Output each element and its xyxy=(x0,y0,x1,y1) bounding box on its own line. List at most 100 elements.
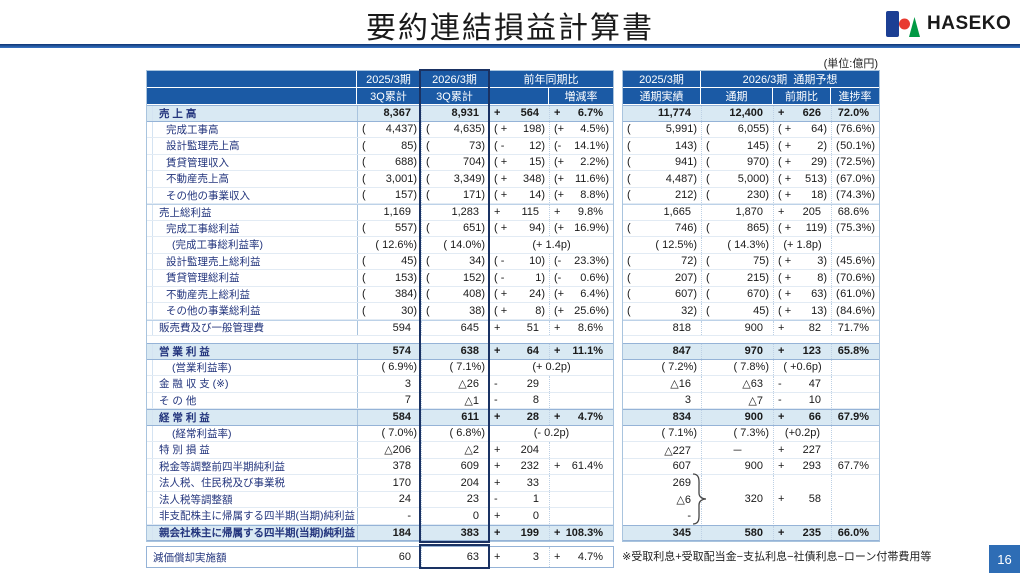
table-cell xyxy=(549,491,613,507)
table-cell: 67.9% xyxy=(831,410,879,425)
table-cell: +4.7% xyxy=(549,410,613,425)
unit-label: (単位:億円) xyxy=(823,58,878,70)
table-cell xyxy=(831,475,879,491)
row-label: 不動産売上総利益 xyxy=(166,288,250,301)
table-cell: △26 xyxy=(421,376,489,392)
table-cell: 63 xyxy=(421,547,489,567)
row-accent-strip xyxy=(147,392,153,408)
table-row: 賃貸管理総利益 (153)(152)( -1) (- 0.6%) xyxy=(147,270,613,287)
table-row: 818 900 +82 71.7% xyxy=(623,319,879,336)
table-row: 607 900 +293 67.7% xyxy=(623,458,879,475)
table-cell xyxy=(549,508,613,524)
row-label: 売上総利益 xyxy=(159,206,212,219)
depreciation-table: 減価償却実施額 60 63 +3 +4.7% xyxy=(146,546,614,568)
table-header-row: 通期実績 通期 前期比 進捗率 xyxy=(623,88,879,105)
table-row: (4,487) (5,000)( +513)(67.0%) xyxy=(623,171,879,188)
table-row: 不動産売上総利益 (384)(408)( +24) (+ 6.4%) xyxy=(147,286,613,303)
table-row: その他の事業収入 (157)(171)( +14) (+ 8.8%) xyxy=(147,187,613,204)
table-cell: 834 xyxy=(672,411,691,424)
table-cell: 1,169 xyxy=(357,205,421,220)
table-cell: +4.7% xyxy=(549,547,613,567)
table-cell: ( 7.0%) xyxy=(357,425,421,441)
table-cell: +9.8% xyxy=(549,205,613,220)
row-label: (営業利益率) xyxy=(172,361,232,374)
table-cell xyxy=(831,376,879,392)
row-accent-strip xyxy=(147,237,153,253)
table-cell: (+ 1.8p) xyxy=(773,237,831,253)
table-cell: +293 xyxy=(773,458,831,474)
table-cell xyxy=(831,508,879,524)
table-cell: △227 xyxy=(664,444,691,457)
row-accent-strip xyxy=(147,525,153,540)
fullyear-table-body: 11,774 12,400 +626 72.0% (5,991) (6,055)( +64… xyxy=(623,105,879,541)
table-cell: (557) xyxy=(357,220,421,236)
row-label: その他の事業収入 xyxy=(166,189,250,202)
table-cell: (+0.2p) xyxy=(773,425,831,441)
table-cell: (75) xyxy=(701,253,773,269)
table-cell: △206 xyxy=(357,442,421,458)
table-cell: (+ 25.6%) xyxy=(549,303,613,319)
row-accent-strip xyxy=(147,303,153,319)
table-cell: (67.0%) xyxy=(831,171,879,187)
table-cell: (4,487) xyxy=(627,172,697,185)
table-cell: ( -1) xyxy=(489,270,549,286)
table-cell xyxy=(831,392,879,408)
table-cell: (38) xyxy=(421,303,489,319)
table-cell: 8,367 xyxy=(357,106,421,121)
table-cell: (143) xyxy=(627,139,697,152)
row-label: 税金等調整前四半期純利益 xyxy=(159,460,285,473)
table-cell: (384) xyxy=(357,286,421,302)
table-cell: (85) xyxy=(357,138,421,154)
table-cell: ( +64) xyxy=(773,121,831,137)
table-cell: △7 xyxy=(701,392,773,408)
table-cell: +11.1% xyxy=(549,344,613,359)
page-title: 要約連結損益計算書 xyxy=(366,12,654,45)
table-cell: 0 xyxy=(421,508,489,524)
row-accent-strip xyxy=(147,458,153,474)
table-cell: ( 14.0%) xyxy=(421,237,489,253)
table-cell: ( 12.6%) xyxy=(357,237,421,253)
table-cell: 1,283 xyxy=(421,205,489,220)
row-label: 特 別 損 益 xyxy=(159,444,210,457)
table-cell: ( +348) xyxy=(489,171,549,187)
table-cell: +0 xyxy=(489,508,549,524)
table-cell xyxy=(701,475,773,491)
table-cell: 609 xyxy=(421,458,489,474)
row-accent-strip xyxy=(147,475,153,491)
table-cell: 60 xyxy=(357,547,421,567)
table-cell: 269 xyxy=(672,476,691,489)
table-cell: ( +8) xyxy=(773,270,831,286)
table-cell: -47 xyxy=(773,376,831,392)
table-cell: 611 xyxy=(421,410,489,425)
table-cell: (+ 2.2%) xyxy=(549,154,613,170)
company-logo: HASEKO xyxy=(886,9,1011,39)
row-label: 減価償却実施額 xyxy=(153,551,227,564)
header-blank xyxy=(147,88,357,105)
table-cell: - xyxy=(687,509,691,522)
header-blank xyxy=(147,71,357,88)
table-cell: 345 xyxy=(672,526,691,539)
row-label: 設計監理売上総利益 xyxy=(166,255,261,268)
table-cell: (207) xyxy=(627,271,697,284)
row-label: (完成工事総利益率) xyxy=(172,239,263,252)
haseko-logo-icon xyxy=(886,11,920,37)
row-label: 売 上 高 xyxy=(159,107,197,120)
table-header-row: 3Q累計 3Q累計 増減率 xyxy=(147,88,613,105)
row-label: 非支配株主に帰属する四半期(当期)純利益 xyxy=(159,510,355,523)
table-cell: (157) xyxy=(357,187,421,203)
table-cell: -8 xyxy=(489,392,549,408)
table-cell: +6.7% xyxy=(549,106,613,121)
table-row: △16 △63-47 xyxy=(623,376,879,393)
table-row: 非支配株主に帰属する四半期(当期)純利益 -0 +0 xyxy=(147,508,613,525)
table-cell: ( +15) xyxy=(489,154,549,170)
table-cell: △16 xyxy=(670,378,691,391)
table-cell: +227 xyxy=(773,442,831,458)
table-row: 法人税、住民税及び事業税 170 204 +33 xyxy=(147,475,613,492)
table-row: 法人税等調整額 24 23-1 xyxy=(147,491,613,508)
table-cell: (50.1%) xyxy=(831,138,879,154)
table-cell: ( +3) xyxy=(773,253,831,269)
table-row: △6 320 +58 xyxy=(623,491,879,509)
table-cell: (670) xyxy=(701,286,773,302)
table-cell: -10 xyxy=(773,392,831,408)
